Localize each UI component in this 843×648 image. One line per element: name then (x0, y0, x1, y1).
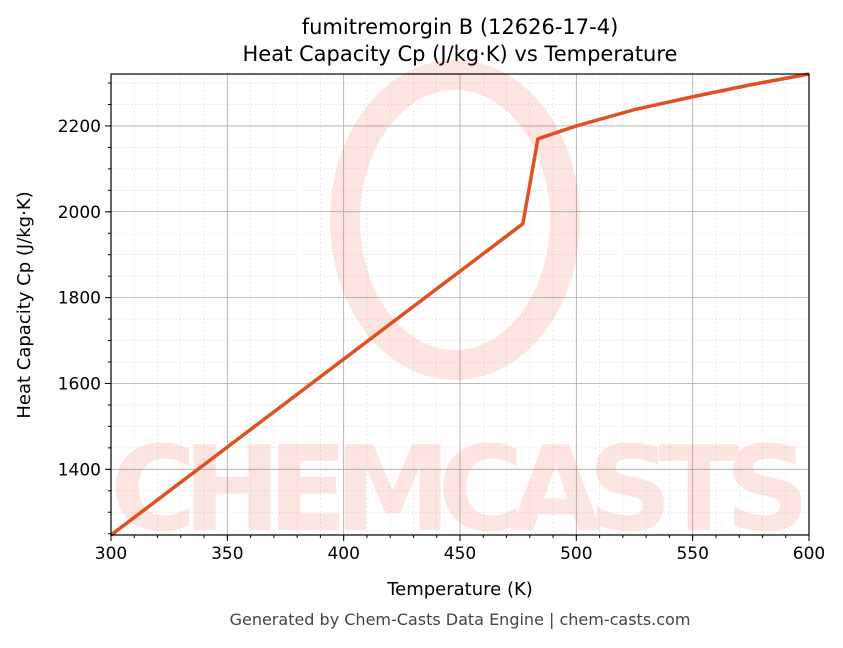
y-tick-label: 1800 (58, 289, 101, 309)
x-tick-label: 600 (793, 544, 825, 564)
y-axis-label: Heat Capacity Cp (J/kg·K) (14, 191, 35, 418)
x-tick-label: 550 (676, 544, 708, 564)
ticks: 300 350 400 450 500 550 600 1400 1600 1800 2000 220… (58, 82, 825, 564)
chart-title: fumitremorgin B (12626-17-4) (302, 15, 619, 39)
y-tick-label: 2000 (58, 203, 101, 223)
grid (110, 74, 810, 535)
x-axis-label: Temperature (K) (386, 579, 533, 600)
x-tick-label: 400 (327, 544, 359, 564)
x-tick-label: 350 (211, 544, 243, 564)
x-tick-label: 500 (560, 544, 592, 564)
footer-text: Generated by Chem-Casts Data Engine | ch… (230, 610, 691, 629)
x-tick-label: 450 (444, 544, 476, 564)
chart-subtitle: Heat Capacity Cp (J/kg·K) vs Temperature (243, 42, 678, 66)
y-tick-label: 1400 (58, 460, 101, 480)
series-line (109, 72, 810, 537)
x-tick-label: 300 (95, 544, 127, 564)
y-tick-label: 1600 (58, 374, 101, 394)
y-tick-label: 2200 (58, 117, 101, 137)
series-layer (109, 72, 810, 537)
